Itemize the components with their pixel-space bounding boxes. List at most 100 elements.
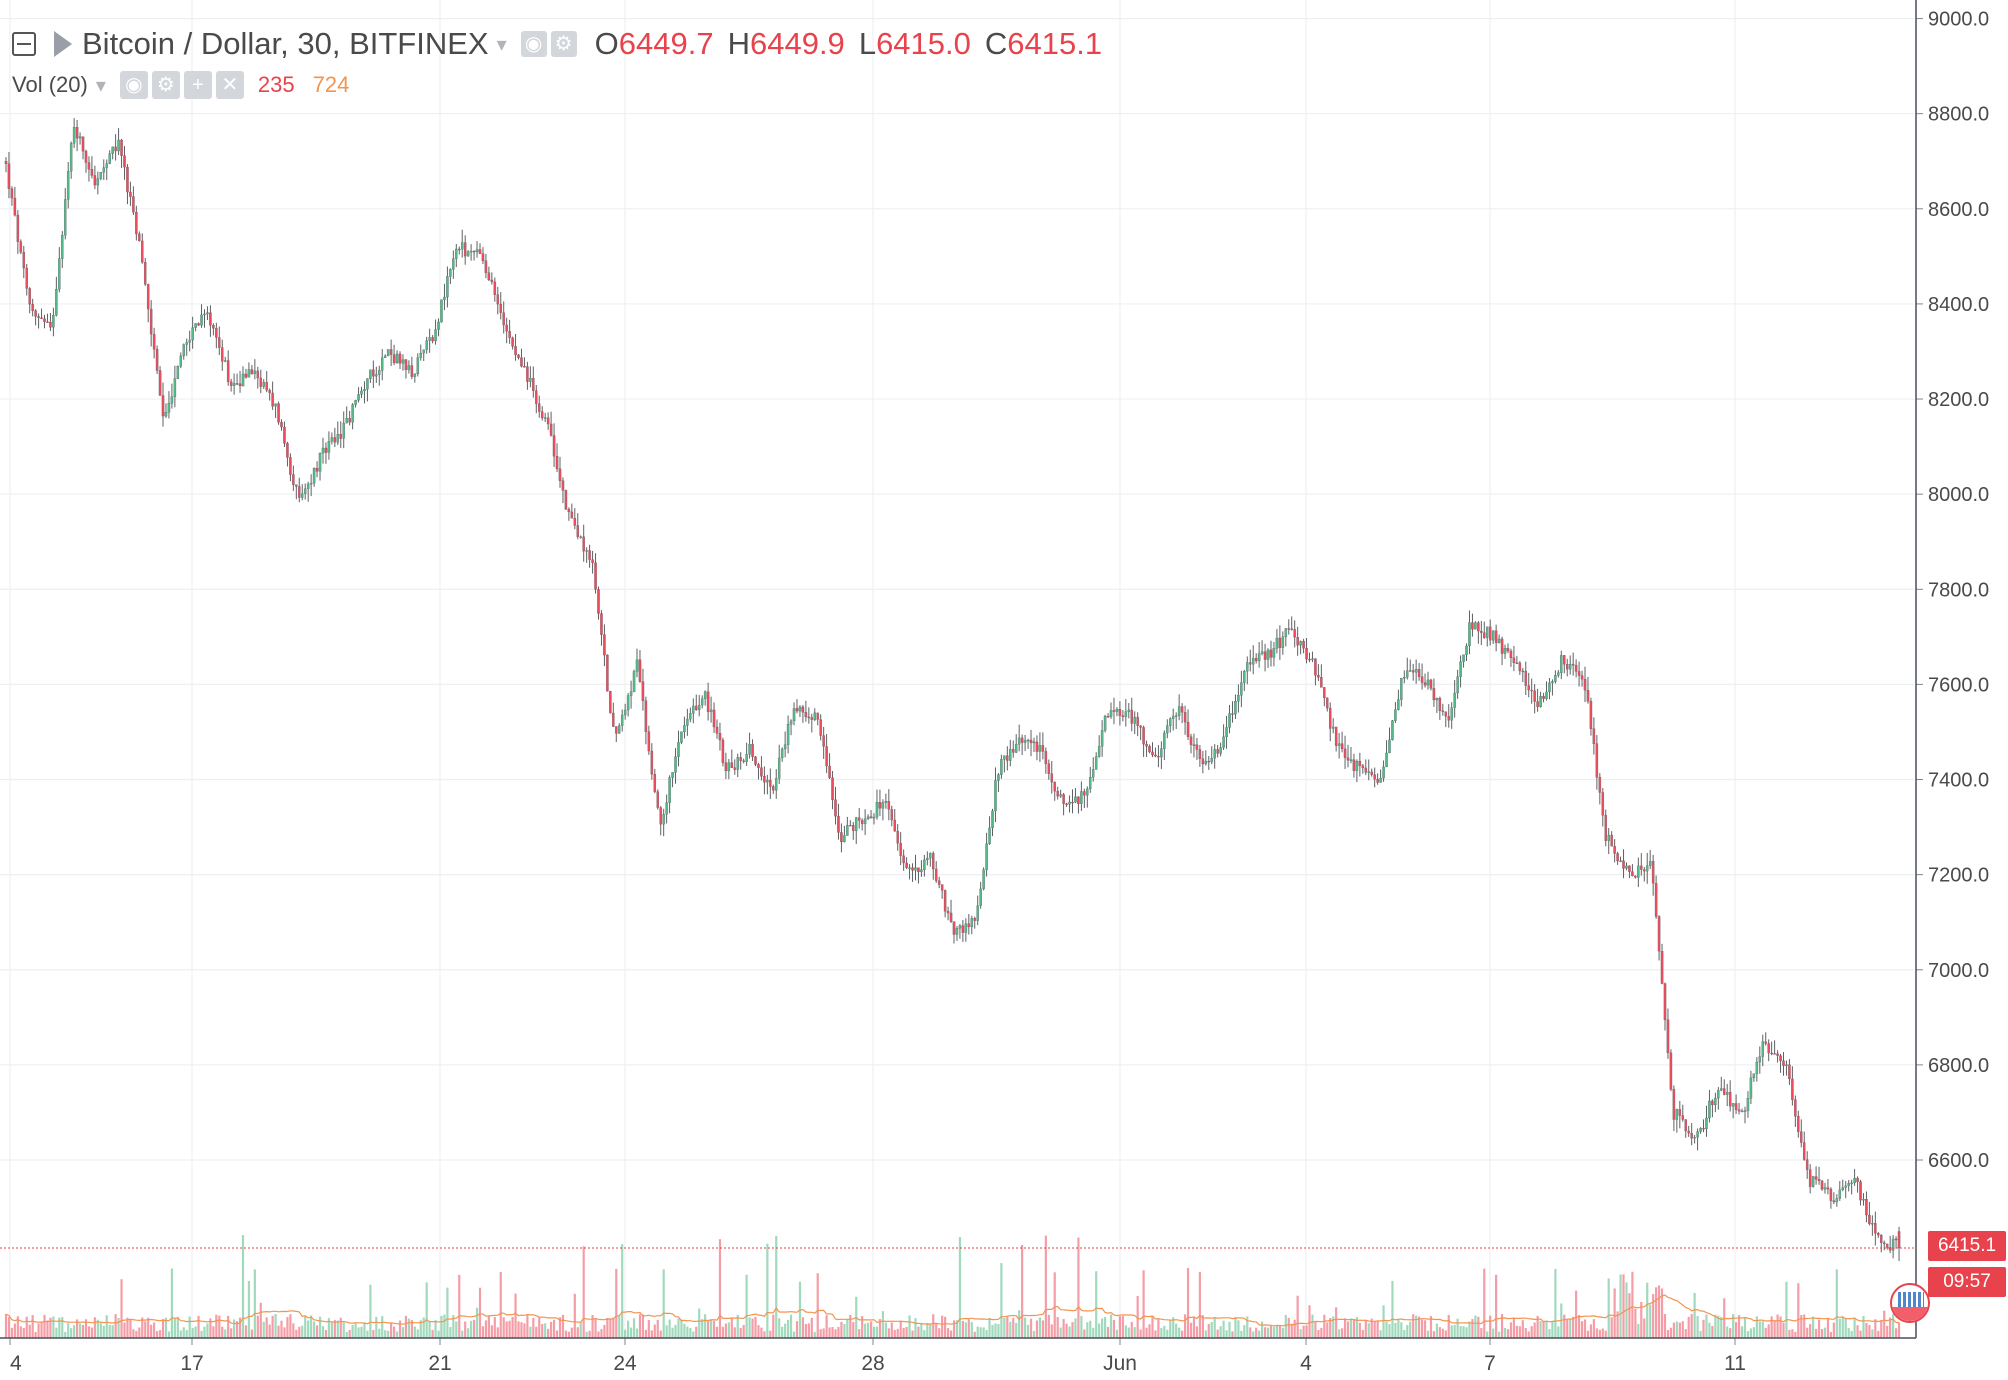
candle-body bbox=[1438, 698, 1442, 711]
volume-bar bbox=[218, 1315, 221, 1338]
volume-bar bbox=[1714, 1314, 1717, 1338]
volume-bar bbox=[810, 1317, 813, 1338]
candle-body bbox=[434, 329, 437, 342]
candle-body bbox=[573, 518, 577, 526]
candle-body bbox=[428, 337, 431, 341]
candle-body bbox=[937, 880, 941, 885]
candle-body bbox=[1219, 747, 1222, 754]
volume-bar bbox=[748, 1317, 751, 1338]
candle-body bbox=[1577, 671, 1581, 676]
volume-bar bbox=[1527, 1331, 1530, 1338]
candle-body bbox=[1328, 707, 1332, 729]
candle-body bbox=[946, 911, 950, 914]
gear-icon[interactable]: ⚙ bbox=[550, 31, 577, 57]
candle-body bbox=[917, 867, 920, 873]
candle-body bbox=[410, 365, 414, 377]
volume-bar bbox=[1705, 1314, 1708, 1338]
volume-bar bbox=[1225, 1330, 1228, 1338]
candle-body bbox=[760, 767, 763, 777]
volume-indicator-title[interactable]: Vol (20) bbox=[12, 72, 88, 97]
volume-bar bbox=[1041, 1320, 1044, 1338]
candle-body bbox=[1524, 670, 1528, 686]
volume-bar bbox=[1029, 1318, 1033, 1338]
volume-bar bbox=[1139, 1329, 1142, 1338]
currency-flag-icon[interactable] bbox=[1890, 1283, 1930, 1323]
candle-body bbox=[1871, 1223, 1874, 1225]
volume-bar bbox=[1269, 1325, 1273, 1338]
volume-bar bbox=[318, 1316, 322, 1338]
candle-body bbox=[775, 778, 778, 791]
candle-body bbox=[22, 251, 26, 269]
volume-bar bbox=[1406, 1324, 1409, 1338]
volume-bar bbox=[1228, 1321, 1231, 1338]
close-icon[interactable]: ✕ bbox=[215, 71, 244, 99]
candle-body bbox=[455, 248, 458, 259]
eye-icon[interactable]: ◉ bbox=[119, 71, 148, 99]
dropdown-caret-icon[interactable]: ▾ bbox=[95, 74, 106, 97]
candle-body bbox=[250, 369, 254, 374]
candle-body bbox=[1257, 653, 1261, 662]
dropdown-caret-icon[interactable]: ▾ bbox=[496, 33, 507, 56]
volume-bar bbox=[1121, 1316, 1124, 1338]
eye-icon[interactable]: ◉ bbox=[520, 31, 547, 57]
volume-bar bbox=[422, 1317, 425, 1338]
candle-body bbox=[161, 395, 165, 417]
volume-bar bbox=[357, 1327, 360, 1338]
volume-bar bbox=[1785, 1281, 1788, 1338]
candle-body bbox=[1311, 658, 1314, 660]
candle-body bbox=[188, 339, 191, 343]
volume-bar bbox=[221, 1326, 224, 1338]
candle-body bbox=[1708, 1100, 1711, 1119]
candle-body bbox=[194, 323, 197, 328]
volume-bar bbox=[1435, 1323, 1438, 1338]
volume-bar bbox=[1752, 1327, 1755, 1338]
volume-bar bbox=[1829, 1331, 1832, 1338]
candle-body bbox=[1785, 1064, 1788, 1066]
volume-bar bbox=[1249, 1327, 1252, 1338]
candle-body bbox=[1663, 983, 1667, 1021]
candle-body bbox=[1811, 1176, 1815, 1187]
candle-body bbox=[1251, 658, 1255, 665]
gear-icon[interactable]: ⚙ bbox=[151, 71, 180, 99]
volume-bar bbox=[775, 1235, 778, 1338]
candle-body bbox=[1136, 716, 1139, 726]
volume-bar bbox=[277, 1325, 280, 1338]
symbol-title[interactable]: Bitcoin / Dollar, 30, BITFINEX bbox=[82, 26, 489, 61]
volume-bar bbox=[955, 1320, 959, 1338]
candle-body bbox=[884, 801, 888, 803]
volume-bar bbox=[452, 1315, 455, 1338]
volume-bar bbox=[449, 1326, 452, 1338]
candle-body bbox=[229, 381, 233, 386]
candle-body bbox=[1595, 743, 1599, 778]
collapse-icon[interactable] bbox=[12, 32, 36, 56]
candle-body bbox=[1817, 1179, 1821, 1181]
volume-bar bbox=[230, 1328, 233, 1338]
candle-body bbox=[197, 323, 200, 326]
volume-bar bbox=[111, 1325, 114, 1338]
volume-bar bbox=[721, 1326, 725, 1338]
candle-body bbox=[200, 314, 203, 326]
volume-bar bbox=[680, 1319, 683, 1338]
candle-body bbox=[1429, 679, 1433, 689]
volume-bar bbox=[123, 1322, 126, 1338]
volume-bar bbox=[138, 1327, 141, 1338]
candle-body bbox=[1044, 751, 1048, 764]
plus-icon[interactable]: + bbox=[183, 71, 212, 99]
candle-body bbox=[905, 862, 908, 868]
candle-body bbox=[1643, 869, 1646, 872]
candle-body bbox=[1091, 769, 1095, 778]
volume-bar bbox=[724, 1323, 727, 1338]
volume-bar bbox=[837, 1326, 840, 1338]
candle-body bbox=[58, 258, 61, 290]
candle-body bbox=[1151, 751, 1154, 756]
volume-bar bbox=[511, 1316, 514, 1338]
volume-bar bbox=[1169, 1320, 1172, 1338]
candle-body bbox=[1506, 648, 1510, 652]
volume-bar bbox=[259, 1302, 262, 1338]
candle-body bbox=[446, 276, 449, 298]
candle-body bbox=[1003, 755, 1006, 760]
volume-bar bbox=[1299, 1329, 1302, 1338]
volume-bar bbox=[1554, 1268, 1557, 1338]
